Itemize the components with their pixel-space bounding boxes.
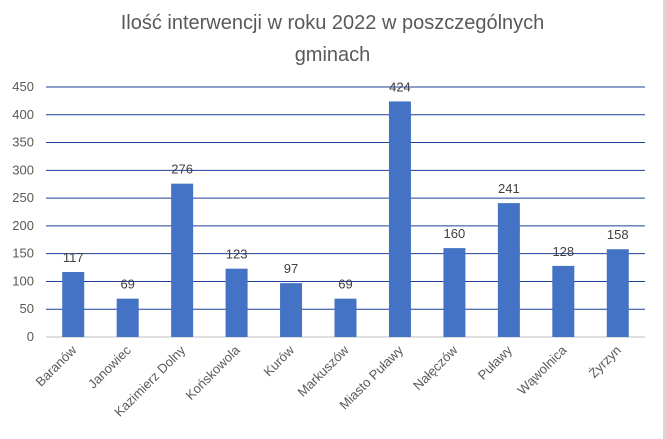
y-tick-label: 0 [27,329,34,344]
bar [225,268,248,337]
bar [497,203,520,337]
x-tick-label: Baranów [32,342,79,389]
y-tick-label: 400 [12,107,34,122]
bar [171,183,194,337]
bar [280,283,303,337]
x-tick-label: Puławy [475,342,516,383]
data-label: 128 [552,244,574,259]
x-tick-label: Janowiec [85,342,134,391]
data-label: 69 [120,277,134,292]
bar [62,272,85,337]
chart-title-line-1: Ilość interwencji w roku 2022 w poszczeg… [120,12,545,34]
data-label: 424 [389,79,411,94]
data-label: 97 [284,261,298,276]
data-label: 117 [63,250,84,265]
x-tick-label: Końskowola [183,342,244,403]
y-tick-label: 200 [12,218,34,233]
bar [334,298,357,337]
y-tick-label: 150 [12,246,34,261]
bar [606,249,629,337]
data-label: 123 [226,247,248,262]
x-tick-label: Żyrzyn [586,343,624,381]
y-tick-label: 100 [12,273,34,288]
y-tick-label: 50 [20,301,34,316]
x-tick-label: Markuszów [295,342,353,400]
data-label: 276 [171,162,193,177]
bar [552,265,575,337]
y-tick-label: 300 [12,162,34,177]
x-tick-label: Nałęczów [410,342,461,393]
bar [443,248,466,337]
y-tick-label: 250 [12,190,34,205]
chart-title-line-2: gminach [294,44,371,66]
chart-frame-edge [663,0,665,439]
y-tick-label: 350 [12,135,34,150]
x-tick-label: Wąwolnica [514,342,570,398]
data-label: 160 [444,226,466,241]
x-tick-label: Kurów [260,342,297,379]
data-label: 158 [607,227,629,242]
data-label: 241 [498,181,520,196]
data-label: 69 [338,277,352,292]
bar [116,298,139,337]
y-tick-label: 450 [12,79,34,94]
bar [388,101,411,337]
